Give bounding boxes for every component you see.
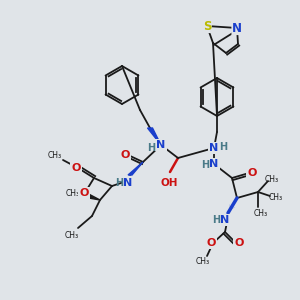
Text: CH₃: CH₃ (196, 257, 210, 266)
Text: OH: OH (160, 178, 178, 188)
Text: CH₃: CH₃ (254, 208, 268, 217)
Text: O: O (247, 168, 257, 178)
Text: H: H (212, 215, 220, 225)
Text: O: O (120, 150, 130, 160)
Text: H: H (115, 178, 123, 188)
Text: CH₃: CH₃ (66, 188, 80, 197)
Text: S: S (203, 20, 211, 32)
Text: N: N (209, 143, 219, 153)
Text: H: H (219, 142, 227, 152)
Polygon shape (83, 191, 100, 200)
Polygon shape (148, 128, 161, 145)
Text: N: N (220, 215, 230, 225)
Text: CH₃: CH₃ (48, 151, 62, 160)
Polygon shape (128, 162, 143, 175)
Text: H: H (201, 160, 209, 170)
Text: CH₃: CH₃ (65, 232, 79, 241)
Text: N: N (209, 159, 219, 169)
Text: O: O (71, 163, 81, 173)
Text: N: N (156, 140, 166, 150)
Text: CH₃: CH₃ (269, 193, 283, 202)
Text: O: O (79, 188, 89, 198)
Text: O: O (206, 238, 216, 248)
Text: N: N (123, 178, 133, 188)
Text: N: N (232, 22, 242, 34)
Text: H: H (147, 143, 155, 153)
Text: O: O (234, 238, 244, 248)
Text: CH₃: CH₃ (265, 175, 279, 184)
